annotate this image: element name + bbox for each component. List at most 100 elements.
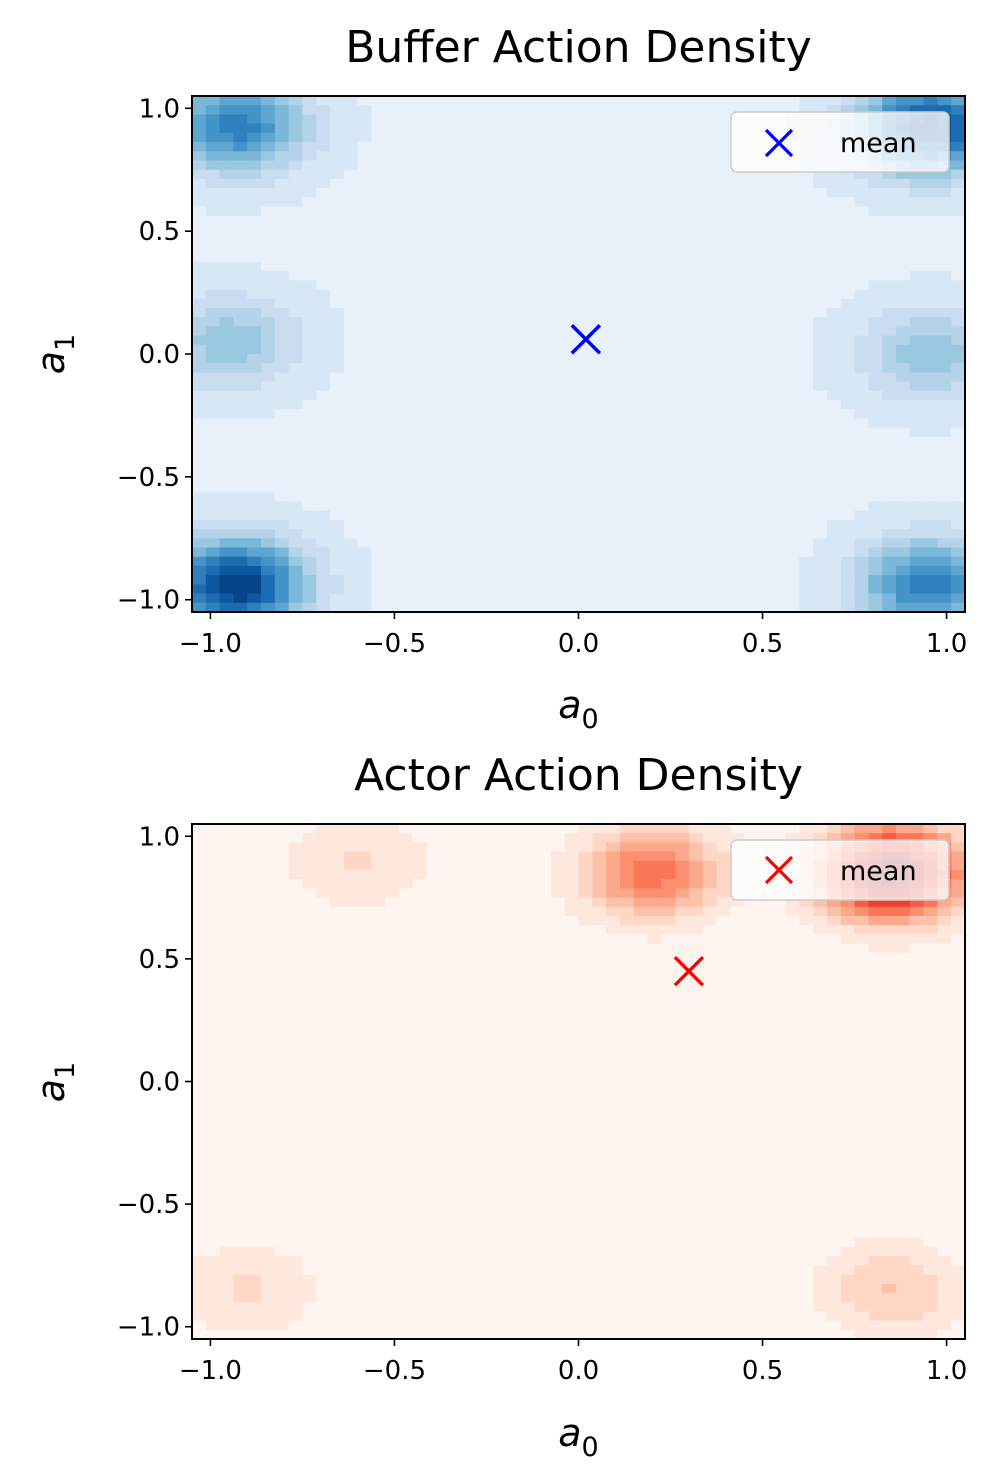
buffer-density-cell (882, 326, 897, 337)
buffer-density-cell (564, 538, 580, 549)
buffer-density-cell (633, 510, 649, 521)
actor-density-cell (440, 1145, 455, 1156)
buffer-density-cell (261, 556, 276, 567)
buffer-density-cell (454, 178, 469, 189)
buffer-density-cell (826, 575, 842, 585)
buffer-density-cell (371, 105, 386, 116)
actor-density-cell (247, 1210, 262, 1221)
buffer-density-cell (619, 105, 635, 116)
actor-density-cell (523, 1136, 538, 1147)
buffer-density-cell (813, 575, 828, 585)
buffer-density-cell (330, 593, 345, 604)
buffer-density-cell (288, 142, 304, 152)
buffer-density-cell (716, 372, 731, 383)
buffer-density-cell (550, 243, 566, 254)
actor-density-cell (440, 1247, 455, 1257)
actor-density-cell (316, 980, 331, 991)
actor-density-cell (578, 971, 593, 981)
buffer-density-cell (868, 307, 883, 318)
buffer-density-cell (288, 280, 304, 291)
actor-density-cell (495, 1017, 511, 1027)
buffer-density-cell (426, 335, 442, 346)
actor-density-cell (192, 1099, 207, 1110)
actor-density-cell (316, 842, 331, 853)
buffer-density-cell (923, 335, 938, 346)
buffer-density-cell (219, 510, 235, 521)
buffer-density-cell (468, 132, 483, 143)
buffer-density-cell (799, 298, 814, 309)
buffer-density-cell (205, 400, 221, 410)
buffer-density-cell (288, 243, 304, 254)
actor-density-cell (233, 842, 248, 853)
buffer-density-cell (702, 418, 718, 429)
buffer-density-cell (716, 142, 731, 152)
buffer-density-cell (675, 178, 690, 189)
actor-density-cell (357, 1219, 373, 1230)
buffer-density-cell (233, 492, 248, 503)
buffer-density-cell (882, 363, 897, 374)
buffer-density-cell (799, 538, 814, 549)
buffer-density-cell (385, 142, 400, 152)
buffer-density-cell (882, 225, 897, 235)
buffer-density-cell (799, 409, 814, 420)
actor-density-cell (426, 888, 442, 899)
buffer-density-cell (274, 225, 290, 235)
buffer-density-cell (799, 105, 814, 116)
actor-density-cell (274, 1164, 290, 1175)
actor-density-cell (316, 1044, 331, 1055)
buffer-density-cell (495, 372, 511, 383)
buffer-density-cell (412, 335, 428, 346)
actor-density-cell (316, 1053, 331, 1064)
buffer-density-cell (523, 298, 538, 309)
actor-density-cell (468, 1044, 483, 1055)
actor-density-cell (550, 1164, 566, 1175)
actor-density-cell (205, 833, 221, 843)
actor-density-cell (261, 1118, 276, 1129)
buffer-density-cell (537, 501, 552, 512)
buffer-density-cell (330, 123, 345, 134)
buffer-density-cell (371, 593, 386, 604)
buffer-density-cell (357, 501, 373, 512)
buffer-density-cell (550, 593, 566, 604)
actor-density-cell (274, 1311, 290, 1322)
buffer-density-cell (247, 271, 262, 281)
buffer-density-cell (495, 280, 511, 291)
buffer-density-cell (564, 501, 580, 512)
buffer-density-cell (330, 160, 345, 171)
buffer-density-cell (537, 335, 552, 346)
actor-density-cell (550, 842, 566, 853)
actor-density-cell (578, 906, 593, 917)
buffer-density-cell (730, 298, 745, 309)
actor-density-cell (426, 1090, 442, 1101)
buffer-density-cell (771, 584, 787, 595)
buffer-density-cell (330, 510, 345, 521)
buffer-density-cell (247, 427, 262, 438)
buffer-density-cell (468, 510, 483, 521)
actor-density-cell (592, 1247, 607, 1257)
actor-density-cell (219, 1164, 235, 1175)
actor-density-cell (399, 1007, 414, 1018)
actor-density-cell (564, 1118, 580, 1129)
buffer-density-cell (840, 381, 856, 392)
buffer-density-cell (619, 501, 635, 512)
buffer-density-cell (716, 400, 731, 410)
buffer-density-cell (799, 400, 814, 410)
actor-density-cell (247, 1329, 262, 1339)
buffer-density-cell (481, 556, 497, 567)
buffer-density-cell (757, 538, 773, 549)
buffer-density-cell (592, 464, 607, 475)
actor-density-cell (454, 980, 469, 991)
actor-density-cell (302, 1090, 317, 1101)
buffer-density-cell (371, 575, 386, 585)
buffer-density-cell (633, 565, 649, 576)
buffer-density-cell (330, 271, 345, 281)
buffer-density-cell (481, 142, 497, 152)
actor-density-cell (385, 1109, 400, 1119)
buffer-density-cell (895, 335, 911, 346)
buffer-density-cell (302, 197, 317, 208)
actor-density-cell (399, 1210, 414, 1221)
actor-density-cell (550, 1109, 566, 1119)
buffer-density-cell (826, 289, 842, 300)
actor-density-cell (523, 824, 538, 834)
actor-density-cell (357, 1118, 373, 1129)
